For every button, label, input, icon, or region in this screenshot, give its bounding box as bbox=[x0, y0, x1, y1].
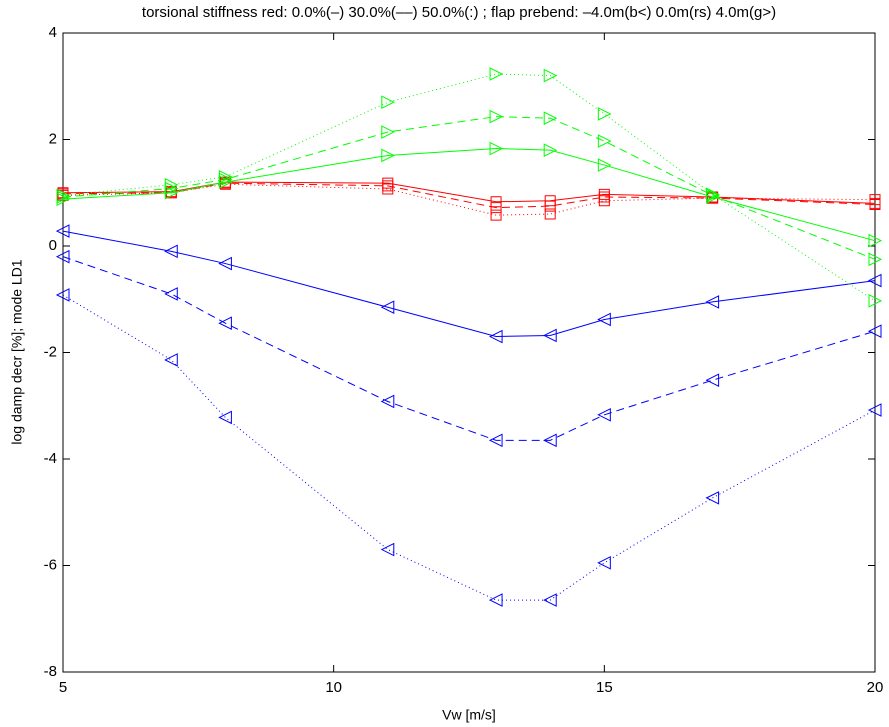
point-marker bbox=[544, 208, 556, 220]
point-marker bbox=[868, 233, 883, 248]
point-marker bbox=[380, 542, 395, 557]
series-line bbox=[62, 148, 876, 242]
point-marker bbox=[218, 410, 232, 425]
point-marker bbox=[543, 593, 557, 607]
point-marker bbox=[705, 373, 720, 387]
series-line bbox=[62, 116, 876, 260]
point-marker bbox=[543, 111, 558, 126]
series-line bbox=[62, 181, 876, 204]
point-marker bbox=[164, 177, 179, 192]
point-marker bbox=[868, 252, 883, 267]
series-line bbox=[62, 73, 876, 302]
point-marker bbox=[543, 433, 557, 448]
y-tick-label: 2 bbox=[49, 130, 57, 147]
point-marker bbox=[164, 244, 178, 259]
point-marker bbox=[381, 125, 395, 139]
point-marker bbox=[489, 67, 504, 81]
point-marker bbox=[488, 433, 503, 448]
point-marker bbox=[218, 256, 232, 271]
series-line bbox=[62, 294, 876, 601]
point-marker bbox=[869, 198, 881, 210]
x-tick-label: 10 bbox=[325, 679, 342, 696]
point-marker bbox=[597, 158, 612, 172]
point-marker bbox=[867, 403, 882, 417]
point-marker bbox=[705, 295, 720, 309]
point-marker bbox=[489, 141, 504, 156]
point-marker bbox=[597, 107, 612, 121]
point-marker bbox=[218, 169, 233, 184]
point-marker bbox=[597, 556, 611, 570]
y-tick-label: 4 bbox=[49, 24, 57, 41]
point-marker bbox=[597, 407, 611, 422]
point-marker bbox=[869, 194, 881, 206]
y-tick-label: -4 bbox=[44, 450, 57, 467]
plot-frame bbox=[62, 32, 876, 673]
point-marker bbox=[543, 143, 558, 157]
x-tick-label: 20 bbox=[867, 679, 884, 696]
point-marker bbox=[488, 593, 503, 607]
point-marker bbox=[490, 209, 502, 221]
y-axis-label: log damp decr [%]; mode LD1 bbox=[9, 259, 25, 444]
point-marker bbox=[706, 187, 720, 202]
point-marker bbox=[381, 148, 395, 163]
point-marker bbox=[868, 294, 883, 308]
point-marker bbox=[55, 249, 70, 264]
point-marker bbox=[382, 183, 394, 195]
y-tick-label: -8 bbox=[44, 663, 57, 680]
point-marker bbox=[164, 287, 178, 301]
series-line bbox=[62, 256, 876, 441]
point-marker bbox=[380, 300, 395, 315]
point-marker bbox=[55, 288, 70, 302]
series-line bbox=[62, 183, 876, 216]
point-marker bbox=[381, 95, 395, 110]
point-marker bbox=[705, 491, 720, 505]
point-marker bbox=[57, 189, 69, 201]
point-marker bbox=[597, 134, 612, 148]
point-marker bbox=[597, 312, 611, 327]
y-tick-label: -6 bbox=[44, 556, 57, 573]
point-marker bbox=[56, 188, 71, 203]
x-axis-label: Vw [m/s] bbox=[442, 707, 496, 723]
point-marker bbox=[867, 324, 882, 339]
point-marker bbox=[488, 329, 503, 344]
series-line bbox=[62, 230, 876, 338]
series-line bbox=[62, 182, 876, 209]
x-tick-label: 5 bbox=[59, 679, 67, 696]
chart-title: torsional stiffness red: 0.0%(–) 30.0%(–… bbox=[142, 4, 776, 21]
point-marker bbox=[55, 224, 70, 238]
point-marker bbox=[598, 195, 610, 207]
point-marker bbox=[218, 316, 232, 331]
x-tick-label: 15 bbox=[596, 679, 613, 696]
point-marker bbox=[489, 109, 504, 124]
point-marker bbox=[543, 68, 558, 83]
point-marker bbox=[164, 353, 178, 367]
point-marker bbox=[867, 273, 882, 288]
point-marker bbox=[380, 394, 395, 409]
point-marker bbox=[543, 328, 557, 343]
y-tick-label: -2 bbox=[44, 343, 57, 360]
y-tick-label: 0 bbox=[49, 237, 57, 254]
